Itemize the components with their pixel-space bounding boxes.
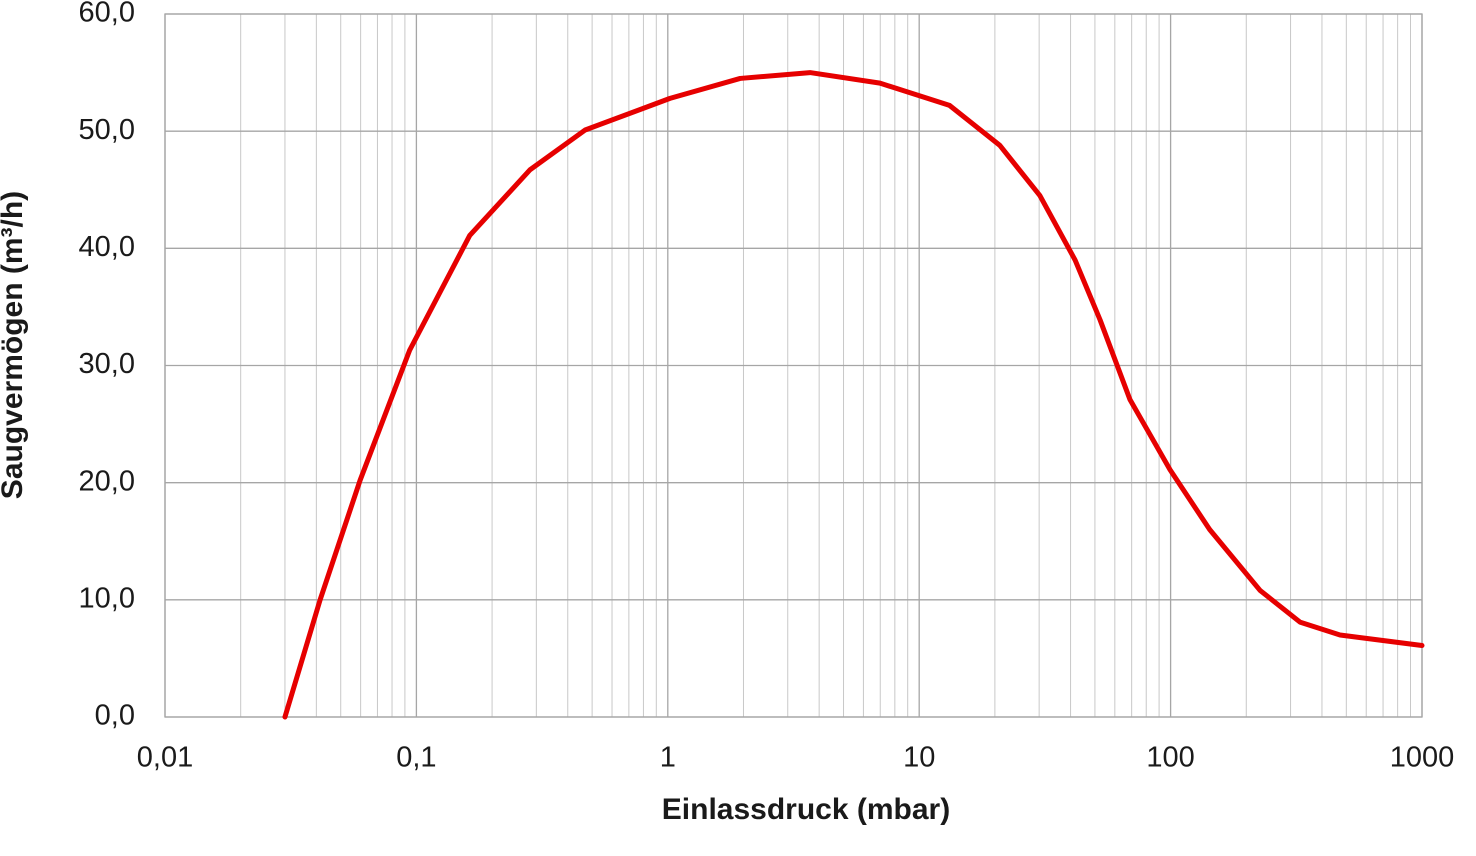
x-tick-label: 100: [1146, 742, 1194, 774]
x-tick-label: 1000: [1390, 742, 1455, 774]
x-tick-label: 0,01: [137, 742, 193, 774]
x-tick-label: 0,1: [396, 742, 436, 774]
y-axis-title: Saugvermögen (m³/h): [0, 191, 29, 499]
plot-frame: [164, 13, 1423, 718]
data-line: [282, 70, 1425, 720]
x-tick-label: 1: [660, 742, 676, 774]
y-tick-label: 0,0: [95, 700, 135, 732]
x-tick-label: 10: [903, 742, 935, 774]
y-tick-label: 50,0: [79, 114, 135, 146]
y-tick-label: 20,0: [79, 465, 135, 497]
y-tick-label: 10,0: [79, 582, 135, 614]
y-tick-label: 60,0: [79, 0, 135, 29]
y-tick-label: 40,0: [79, 231, 135, 263]
y-tick-label: 30,0: [79, 348, 135, 380]
x-axis-title: Einlassdruck (mbar): [662, 793, 950, 826]
